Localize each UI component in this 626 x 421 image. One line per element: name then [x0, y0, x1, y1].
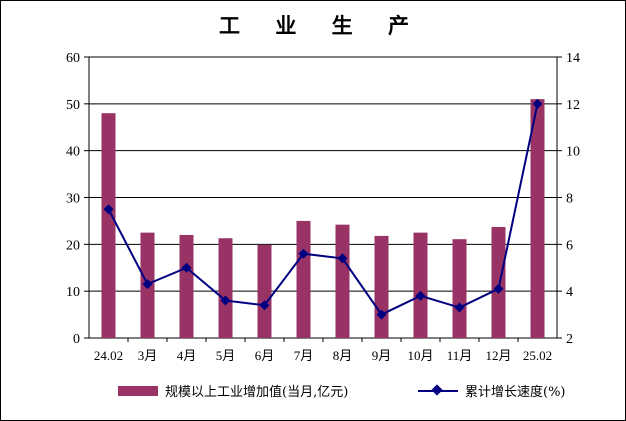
x-tick-label: 24.02: [94, 348, 123, 363]
line-point: [337, 253, 348, 264]
x-tick-label: 8月: [333, 348, 353, 363]
bar: [335, 224, 350, 338]
line-point: [454, 302, 465, 313]
right-tick-label: 10: [566, 145, 580, 160]
right-tick-label: 8: [566, 192, 573, 207]
x-tick-label: 12月: [485, 348, 511, 363]
x-tick-label: 25.02: [523, 348, 552, 363]
bar: [257, 244, 272, 338]
line-point: [415, 290, 426, 301]
series-line: [107, 103, 539, 316]
left-tick-label: 30: [66, 192, 80, 207]
left-tick-label: 40: [66, 145, 80, 160]
x-tick-label: 11月: [447, 348, 473, 363]
bar: [413, 232, 428, 338]
bar: [296, 220, 311, 338]
x-tick-label: 4月: [177, 348, 197, 363]
line-point: [493, 283, 504, 294]
right-tick-label: 14: [566, 51, 580, 66]
bar: [374, 235, 389, 338]
right-tick-label: 12: [566, 98, 580, 113]
line-point: [103, 204, 114, 215]
left-tick-label: 10: [66, 285, 80, 300]
right-tick-label: 2: [566, 332, 573, 347]
left-axis: 0 10 20 30 40 50 60: [66, 51, 89, 347]
bar: [530, 99, 545, 339]
bar: [179, 234, 194, 338]
bar: [218, 238, 233, 338]
line-point: [376, 309, 387, 320]
line-point: [220, 295, 231, 306]
legend-line-label: 累计增长速度(%): [465, 384, 566, 400]
legend-bar-swatch: [118, 386, 158, 396]
right-tick-label: 4: [566, 285, 573, 300]
chart-title: 工 业 生 产: [219, 13, 423, 38]
left-tick-label: 20: [66, 238, 80, 253]
left-tick-label: 0: [73, 332, 80, 347]
left-tick-label: 60: [66, 51, 80, 66]
line-series: [103, 98, 543, 320]
grid-lines: [89, 103, 557, 292]
right-axis: 2 4 6 8 10 12 14: [557, 51, 580, 347]
right-tick-label: 6: [566, 238, 573, 253]
x-tick-label: 6月: [255, 348, 275, 363]
x-tick-label: 5月: [216, 348, 236, 363]
bar: [452, 239, 467, 338]
x-axis: 24.02 3月 4月 5月 6月 7月 8月 9月 10月 11月 12月 25.02: [94, 338, 552, 363]
x-tick-label: 9月: [372, 348, 392, 363]
x-tick-label: 3月: [138, 348, 158, 363]
line-point: [259, 300, 270, 311]
legend-line-marker: [431, 384, 443, 396]
left-tick-label: 50: [66, 98, 80, 113]
x-tick-label: 10月: [407, 348, 433, 363]
line-point: [181, 262, 192, 273]
bar: [101, 113, 116, 338]
line-point: [142, 279, 153, 290]
x-tick-label: 7月: [294, 348, 314, 363]
line-point: [298, 248, 309, 259]
legend-bar-label: 规模以上工业增加值(当月,亿元): [165, 384, 348, 400]
bar: [491, 227, 506, 338]
line-point: [532, 98, 543, 109]
legend: 规模以上工业增加值(当月,亿元) 累计增长速度(%): [118, 384, 566, 400]
